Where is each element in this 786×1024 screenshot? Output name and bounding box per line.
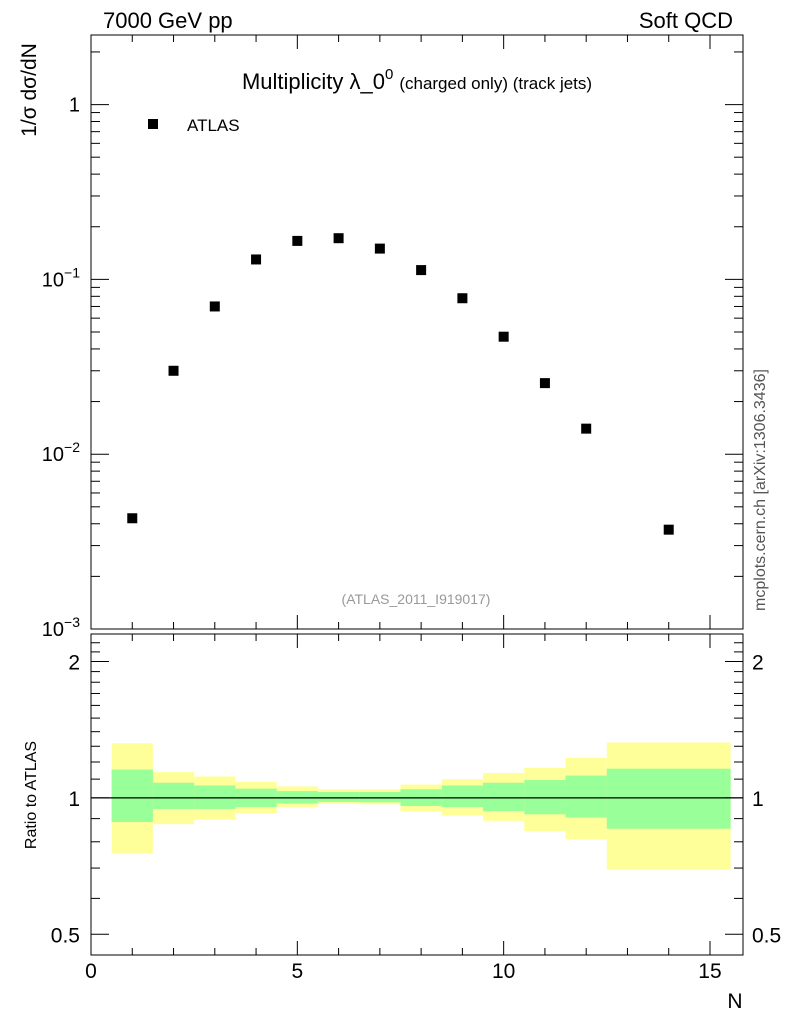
- main-y-tick-labels: 10−3 10−2 10−1 1: [42, 95, 80, 641]
- uncertainty-band-bin: [483, 782, 525, 812]
- x-tick-label: 10: [492, 960, 515, 983]
- ratio-y-tick-label-left: 1: [68, 788, 80, 811]
- x-tick-label: 5: [291, 960, 303, 983]
- data-point: [498, 331, 509, 342]
- x-tick-label: 15: [698, 960, 721, 983]
- x-axis-label: N: [727, 990, 742, 1013]
- data-point: [663, 524, 674, 535]
- y-tick-label: 10−1: [42, 264, 80, 291]
- data-point: [168, 365, 179, 376]
- x-tick-label: 0: [85, 960, 97, 983]
- ratio-y-tick-label-right: 2: [752, 651, 764, 674]
- ratio-uncertainty-bands: [111, 742, 731, 870]
- ratio-y-axis-label: Ratio to ATLAS: [23, 741, 40, 849]
- side-credit-label: mcplots.cern.ch [arXiv:1306.3436]: [752, 369, 769, 611]
- main-y-axis-label: 1/σ dσ/dN: [18, 43, 41, 137]
- data-point: [292, 235, 303, 246]
- uncertainty-band-bin: [152, 782, 195, 810]
- data-point: [333, 233, 344, 244]
- ratio-y-tick-label-left: 2: [68, 651, 80, 674]
- uncertainty-band-bin: [524, 780, 566, 815]
- y-tick-label: 10−3: [42, 614, 80, 641]
- ratio-plot-frame: [90, 633, 744, 956]
- data-point: [539, 378, 550, 389]
- main-plot-frame: [90, 34, 744, 630]
- data-point: [251, 254, 262, 265]
- header-left-label: 7000 GeV pp: [103, 8, 233, 33]
- legend-label-atlas: ATLAS: [187, 116, 240, 135]
- y-tick-label: 10−2: [42, 439, 80, 466]
- uncertainty-band-bin: [359, 792, 401, 803]
- ratio-axis-ticks: [90, 634, 743, 955]
- main-axis-ticks: [90, 35, 743, 630]
- main-plot-panel: 10−3 10−2 10−1 1 1/σ dσ/dN Multiplicity λ_0…: [18, 34, 744, 641]
- ratio-y-tick-labels: 0.5 0.5 1 1 2 2: [51, 651, 781, 947]
- header-right-label: Soft QCD: [639, 8, 733, 33]
- ratio-y-tick-label-left: 0.5: [51, 924, 80, 947]
- ratio-y-tick-label-right: 0.5: [752, 924, 781, 947]
- data-point: [127, 513, 138, 524]
- legend-marker-atlas: [148, 119, 158, 129]
- y-tick-label: 1: [69, 95, 80, 117]
- ratio-plot-panel: 0.5 0.5 1 1 2 2 0 5 10 15 Ratio to ATLAS N: [23, 633, 781, 1013]
- main-chart-title: Multiplicity λ_00 (charged only) (track j…: [242, 66, 592, 94]
- data-point: [374, 243, 385, 254]
- uncertainty-band-bin: [317, 792, 360, 802]
- data-point: [581, 423, 592, 434]
- data-point: [457, 293, 468, 304]
- uncertainty-band-bin: [194, 785, 236, 810]
- uncertainty-band-bin: [565, 775, 607, 818]
- analysis-watermark: (ATLAS_2011_I919017): [342, 591, 491, 607]
- ratio-y-tick-label-right: 1: [752, 788, 764, 811]
- main-data-points: [127, 233, 674, 535]
- data-point: [416, 265, 427, 276]
- ratio-x-tick-labels: 0 5 10 15: [85, 960, 722, 983]
- data-point: [209, 301, 220, 312]
- uncertainty-band-bin: [441, 785, 484, 807]
- uncertainty-band-bin: [606, 768, 731, 829]
- uncertainty-band-bin: [111, 769, 153, 822]
